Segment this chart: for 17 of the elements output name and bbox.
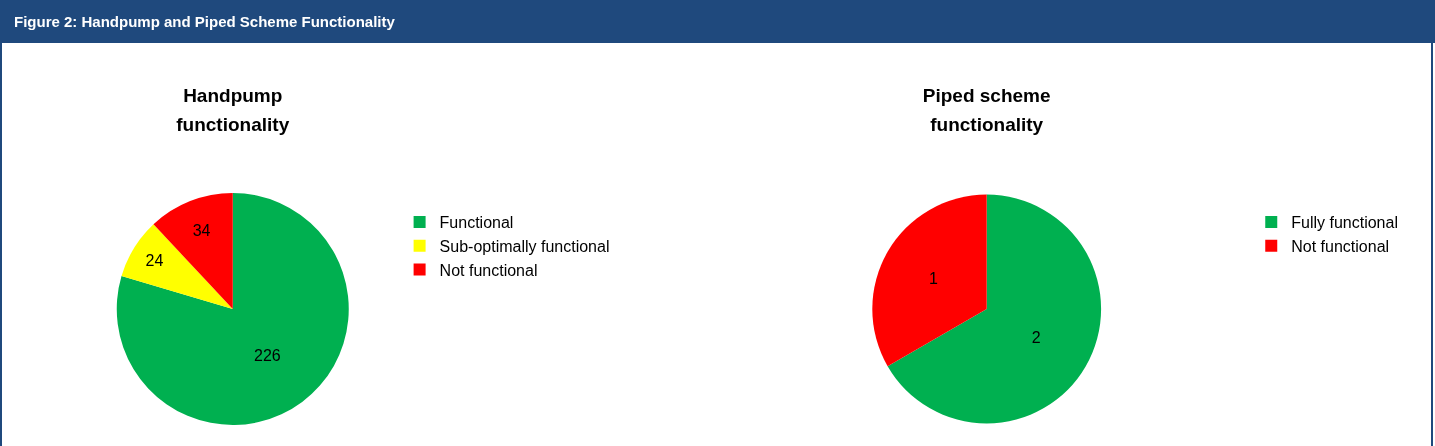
legend-label: Fully functional — [1291, 214, 1398, 232]
legend-label: Functional — [439, 214, 514, 232]
data-label: 226 — [254, 346, 281, 364]
data-label: 1 — [929, 269, 939, 287]
pie-slice — [872, 194, 987, 367]
data-label: 24 — [145, 252, 164, 270]
data-label: 2 — [1031, 329, 1041, 347]
pie-slice — [887, 194, 1101, 424]
pie-slice — [121, 224, 233, 309]
caption: Figure 2: Handpump and Piped Scheme Functionality — [0, 0, 1435, 43]
chart-title: Piped scheme functionality — [921, 84, 1052, 137]
pie-slice — [116, 193, 349, 425]
legend-label: Sub-optimally functional — [439, 237, 610, 255]
legend-label: Not functional — [1291, 237, 1390, 255]
legend-label: Not functional — [439, 261, 538, 279]
data-label: 34 — [192, 221, 211, 239]
chart-title: Handpump functionality — [175, 84, 291, 137]
